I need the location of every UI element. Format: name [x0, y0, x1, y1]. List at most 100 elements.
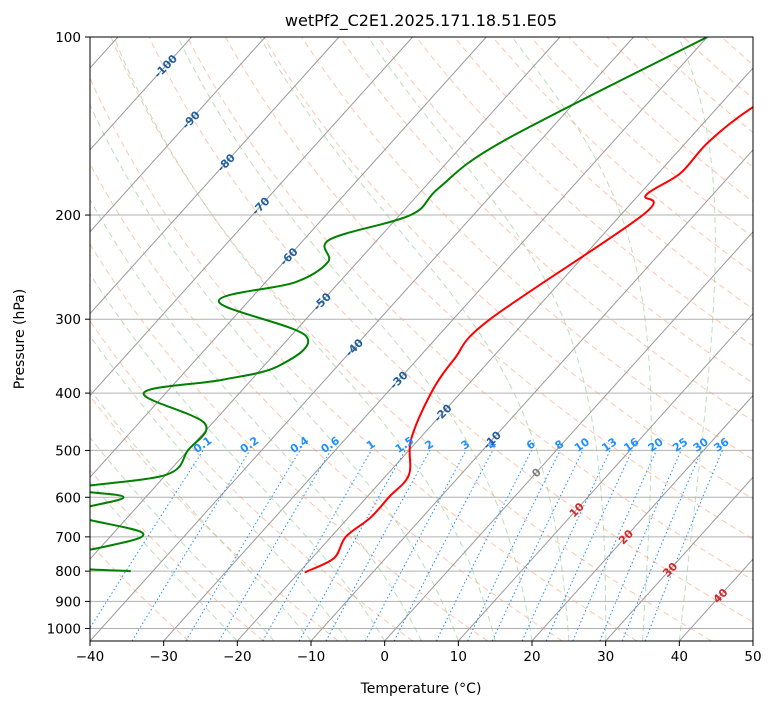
x-tick-label: −40: [76, 649, 105, 665]
dry-adiabat: [90, 243, 488, 641]
y-tick-label: 1000: [47, 621, 81, 637]
mixing-ratio-label: 25: [670, 435, 690, 454]
isotherm: [678, 558, 753, 641]
isotherm: [90, 37, 487, 479]
mixing-ratio-label: 0.6: [319, 434, 343, 456]
isotherm: [457, 312, 753, 641]
moist-adiabat: [367, 37, 607, 641]
y-tick-label: 200: [55, 208, 81, 224]
mixing-ratio-line: [325, 450, 431, 641]
y-tick-label: 500: [55, 443, 81, 459]
x-tick-label: 20: [523, 649, 540, 665]
dry-adiabat: [90, 320, 414, 641]
temperature-profile-line: [304, 105, 753, 574]
isotherm: [90, 37, 192, 151]
y-tick-label: 600: [55, 490, 81, 506]
dry-adiabat: [90, 469, 264, 641]
dry-adiabat: [453, 37, 753, 310]
x-axis: −40 −30 −20 −10 0 10 20 30 40 50: [76, 641, 762, 665]
series-lines: [90, 37, 753, 574]
x-tick-label: −10: [297, 649, 326, 665]
x-tick-label: −20: [223, 649, 252, 665]
isotherm: [90, 37, 413, 397]
dry-adiabat: [148, 37, 753, 623]
y-tick-label: 100: [55, 30, 81, 46]
mixing-ratio-label: 0.2: [238, 434, 261, 456]
isotherm: [384, 230, 753, 641]
dry-adiabat: [90, 162, 563, 641]
mixing-ratio-line: [435, 450, 532, 641]
mixing-ratio-line: [90, 450, 204, 629]
isotherm: [90, 37, 266, 233]
isotherm: [310, 149, 753, 641]
mixing-ratio-label: 16: [621, 435, 641, 455]
isotherm: [163, 37, 708, 641]
mixing-ratio-label: 30: [691, 435, 711, 455]
y-tick-label: 300: [55, 312, 81, 328]
mixing-ratio-line: [572, 450, 657, 641]
dry-adiabat: [377, 37, 753, 384]
mixing-ratio-line: [545, 450, 633, 641]
moist-adiabat: [113, 37, 496, 641]
y-tick-label: 700: [55, 530, 81, 546]
dry-adiabat: [110, 37, 712, 641]
moist-adiabat: [90, 334, 349, 641]
dry-adiabat: [644, 37, 753, 134]
isotherm: [752, 640, 753, 641]
moist-adiabat: [90, 481, 238, 641]
mixing-ratio-line: [599, 450, 682, 641]
mixing-ratio-line: [393, 450, 494, 641]
x-tick-label: 10: [450, 649, 467, 665]
dry-adiabat: [530, 37, 753, 238]
mixing-ratio-label: 20: [646, 435, 666, 455]
x-tick-label: 50: [744, 649, 761, 665]
isotherm: [90, 37, 634, 641]
moist-adiabat: [678, 37, 716, 641]
mixing-ratio-label: 1.5: [393, 434, 416, 456]
mixing-ratio-line: [298, 450, 406, 641]
y-tick-label: 900: [55, 594, 81, 610]
y-tick-label: 800: [55, 564, 81, 580]
moist-adiabat: [90, 103, 459, 641]
chart-title: wetPf2_C2E1.2025.171.18.51.E05: [285, 11, 557, 31]
background-lines: [90, 37, 753, 641]
isotherm: [90, 37, 340, 315]
mixing-ratio-line: [364, 450, 467, 641]
dewpoint-profile-line: [90, 37, 708, 573]
mixing-ratio-line: [262, 450, 372, 641]
moist-adiabat: [90, 273, 386, 641]
y-axis: 100 200 300 400 500 600 700 800 900 1000: [47, 30, 90, 637]
dry-adiabat: [606, 37, 753, 168]
isotherm: [531, 394, 753, 641]
mixing-ratio-label: 10: [572, 435, 592, 455]
mixing-ratio-label: 13: [599, 435, 619, 454]
isotherm: [236, 67, 753, 641]
dry-adiabat: [682, 37, 753, 100]
x-tick-label: 30: [597, 649, 614, 665]
plot-frame: [89, 36, 754, 642]
moist-adiabat: [511, 37, 652, 641]
moist-adiabat: [90, 436, 275, 641]
isotherm-label: -100: [151, 52, 180, 81]
mixing-ratio-line: [131, 450, 251, 641]
mixing-ratio-line: [467, 450, 561, 641]
isotherm: [90, 37, 561, 560]
dry-adiabat: [90, 395, 339, 641]
dry-adiabat: [568, 37, 753, 203]
line-labels: 0.1 0.2 0.4 0.6 1 1.5 2 3 4 6 8 10 13 16 20 25 30 36-100-…: [151, 52, 731, 606]
dry-adiabat: [415, 37, 753, 347]
mixing-ratio-line: [644, 450, 723, 641]
x-tick-label: 0: [380, 649, 389, 665]
mixing-ratio-label: 0.1: [191, 434, 214, 456]
dry-adiabat: [721, 37, 753, 66]
moist-adiabat: [259, 37, 570, 641]
x-axis-label: Temperature (°C): [360, 681, 482, 697]
mixing-ratio-label: 0.4: [288, 434, 312, 456]
x-tick-label: 40: [671, 649, 688, 665]
isotherm: [605, 476, 753, 641]
mixing-ratio-line: [621, 450, 703, 641]
moist-adiabat: [177, 37, 533, 641]
y-axis-label: Pressure (hPa): [12, 289, 28, 389]
dry-adiabat: [263, 37, 753, 500]
